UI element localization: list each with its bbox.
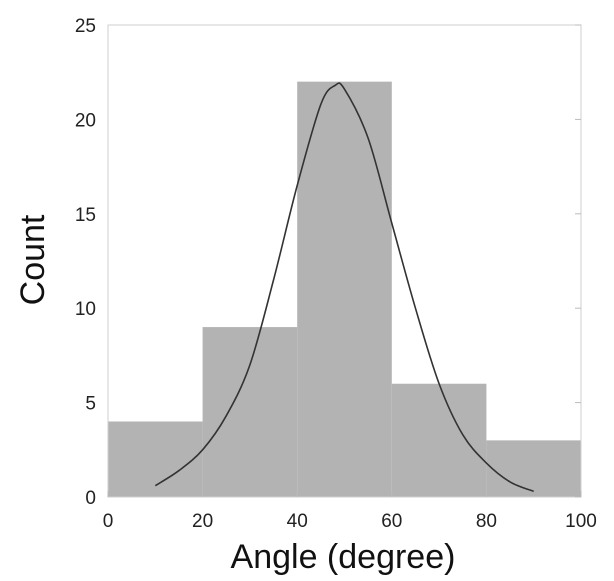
- y-tick-label: 20: [75, 110, 96, 131]
- y-tick-label: 0: [85, 488, 96, 509]
- bars-group: [108, 81, 581, 497]
- bar-0-20: [108, 421, 203, 497]
- x-tick-label: 100: [565, 511, 597, 532]
- x-tick-label: 20: [192, 511, 213, 532]
- x-tick-label: 80: [476, 511, 497, 532]
- x-tick-label: 60: [381, 511, 402, 532]
- x-axis-label: Angle (degree): [231, 538, 456, 576]
- fit-curve: [154, 82, 534, 493]
- plot-frame: [107, 24, 582, 498]
- y-tick-label: 10: [75, 299, 96, 320]
- bar-80-100: [486, 440, 581, 497]
- y-tick-label: 5: [85, 394, 96, 415]
- bar-40-60: [297, 81, 392, 497]
- y-tick-label: 15: [75, 205, 96, 226]
- y-axis-label: Count: [14, 214, 52, 305]
- bar-20-40: [202, 327, 298, 497]
- y-axis-ticks: 0 5 10 15 20 25: [75, 16, 581, 509]
- bar-60-80: [391, 383, 487, 497]
- x-tick-label: 0: [103, 511, 114, 532]
- x-tick-label: 40: [287, 511, 308, 532]
- y-tick-label: 25: [75, 16, 96, 37]
- x-axis-ticks: 0 20 40 60 80 100: [103, 491, 597, 532]
